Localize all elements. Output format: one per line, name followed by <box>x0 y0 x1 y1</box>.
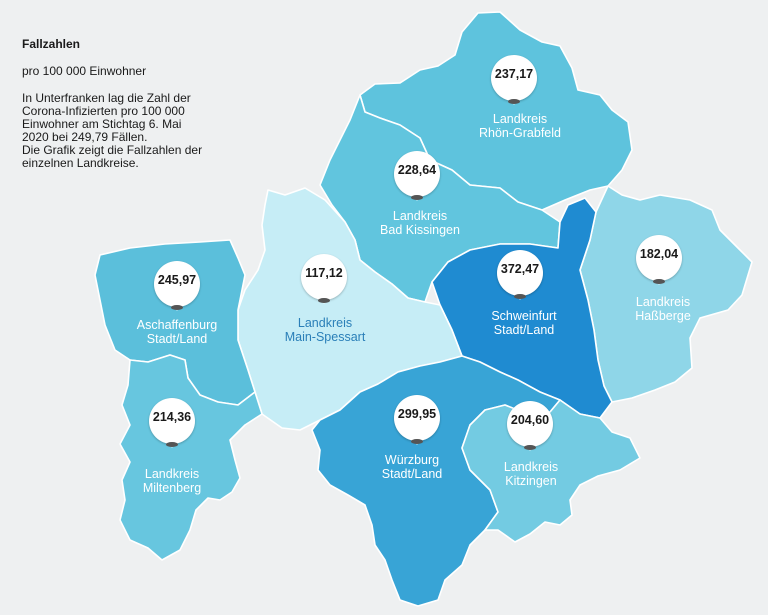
pin-dot <box>411 195 423 200</box>
pin-main-spessart[interactable]: 117,12 <box>301 254 347 304</box>
pin-hassberge[interactable]: 182,04 <box>636 235 682 285</box>
info-title: Fallzahlen <box>22 37 81 51</box>
pin-rhoen-grabfeld[interactable]: 237,17 <box>491 55 537 105</box>
label-rhoen-grabfeld: Landkreis Rhön-Grabfeld <box>479 112 561 140</box>
pin-schweinfurt[interactable]: 372,47 <box>497 250 543 300</box>
pin-dot <box>524 445 536 450</box>
pin-dot <box>166 442 178 447</box>
info-panel: Fallzahlen pro 100 000 Einwohner In Unte… <box>22 38 252 170</box>
value-bad-kissingen: 228,64 <box>397 163 437 177</box>
value-rhoen-grabfeld: 237,17 <box>494 67 534 81</box>
pin-dot <box>508 99 520 104</box>
pin-bad-kissingen[interactable]: 228,64 <box>394 151 440 201</box>
pin-dot <box>411 439 423 444</box>
value-miltenberg: 214,36 <box>152 410 192 424</box>
label-hassberge: Landkreis Haßberge <box>635 295 691 323</box>
value-hassberge: 182,04 <box>639 247 679 261</box>
value-schweinfurt: 372,47 <box>500 262 540 276</box>
pin-dot <box>171 305 183 310</box>
pin-kitzingen[interactable]: 204,60 <box>507 401 553 451</box>
label-kitzingen: Landkreis Kitzingen <box>503 460 559 488</box>
value-aschaffenburg: 245,97 <box>157 273 197 287</box>
pin-miltenberg[interactable]: 214,36 <box>149 398 195 448</box>
pin-dot <box>318 298 330 303</box>
pin-aschaffenburg[interactable]: 245,97 <box>154 261 200 311</box>
label-miltenberg: Landkreis Miltenberg <box>142 467 202 495</box>
value-wuerzburg: 299,95 <box>397 407 437 421</box>
region-hassberge[interactable] <box>579 185 753 403</box>
label-schweinfurt: Schweinfurt Stadt/Land <box>491 309 557 337</box>
pin-dot <box>514 294 526 299</box>
label-wuerzburg: Würzburg Stadt/Land <box>381 453 443 481</box>
label-aschaffenburg: Aschaffenburg Stadt/Land <box>136 318 218 346</box>
label-main-spessart: Landkreis Main-Spessart <box>284 316 366 344</box>
value-main-spessart: 117,12 <box>305 266 343 280</box>
info-subtitle: pro 100 000 Einwohner <box>22 64 147 78</box>
value-kitzingen: 204,60 <box>510 413 550 427</box>
pin-wuerzburg[interactable]: 299,95 <box>394 395 440 445</box>
label-bad-kissingen: Landkreis Bad Kissingen <box>380 209 460 237</box>
pin-dot <box>653 279 665 284</box>
info-description: In Unterfranken lag die Zahl der Corona-… <box>22 91 203 170</box>
